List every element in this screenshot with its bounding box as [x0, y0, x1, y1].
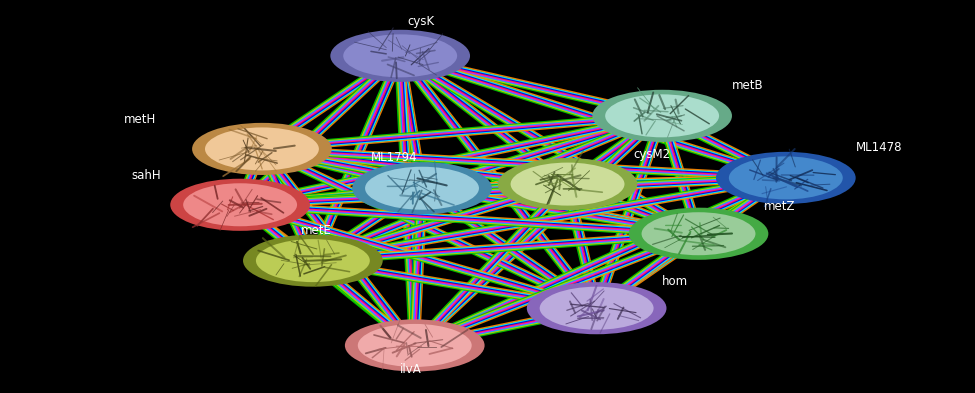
Text: cysK: cysK: [408, 15, 435, 28]
Text: metH: metH: [124, 113, 156, 126]
Ellipse shape: [204, 126, 320, 172]
Text: sahH: sahH: [131, 169, 161, 182]
Ellipse shape: [629, 208, 768, 260]
Ellipse shape: [182, 182, 298, 228]
Ellipse shape: [604, 93, 721, 139]
Ellipse shape: [364, 165, 481, 211]
Text: ilvA: ilvA: [400, 364, 422, 376]
Ellipse shape: [331, 30, 470, 82]
Text: metE: metE: [301, 224, 332, 237]
Ellipse shape: [345, 320, 485, 371]
Ellipse shape: [592, 90, 732, 142]
Ellipse shape: [352, 162, 491, 214]
Text: cysM2: cysM2: [633, 148, 670, 162]
Text: metZ: metZ: [764, 200, 796, 213]
Text: metB: metB: [732, 79, 763, 92]
Ellipse shape: [538, 285, 655, 331]
Ellipse shape: [192, 123, 332, 175]
Ellipse shape: [716, 152, 856, 204]
Ellipse shape: [727, 155, 844, 201]
Ellipse shape: [497, 158, 638, 210]
Text: ML1478: ML1478: [856, 141, 902, 154]
Text: ML1794: ML1794: [371, 151, 417, 164]
Ellipse shape: [509, 162, 626, 207]
Ellipse shape: [342, 33, 458, 79]
Ellipse shape: [243, 235, 383, 286]
Ellipse shape: [357, 323, 473, 368]
Ellipse shape: [254, 238, 371, 283]
Ellipse shape: [526, 282, 667, 334]
Text: hom: hom: [662, 275, 688, 288]
Ellipse shape: [641, 211, 757, 257]
Ellipse shape: [171, 179, 310, 231]
